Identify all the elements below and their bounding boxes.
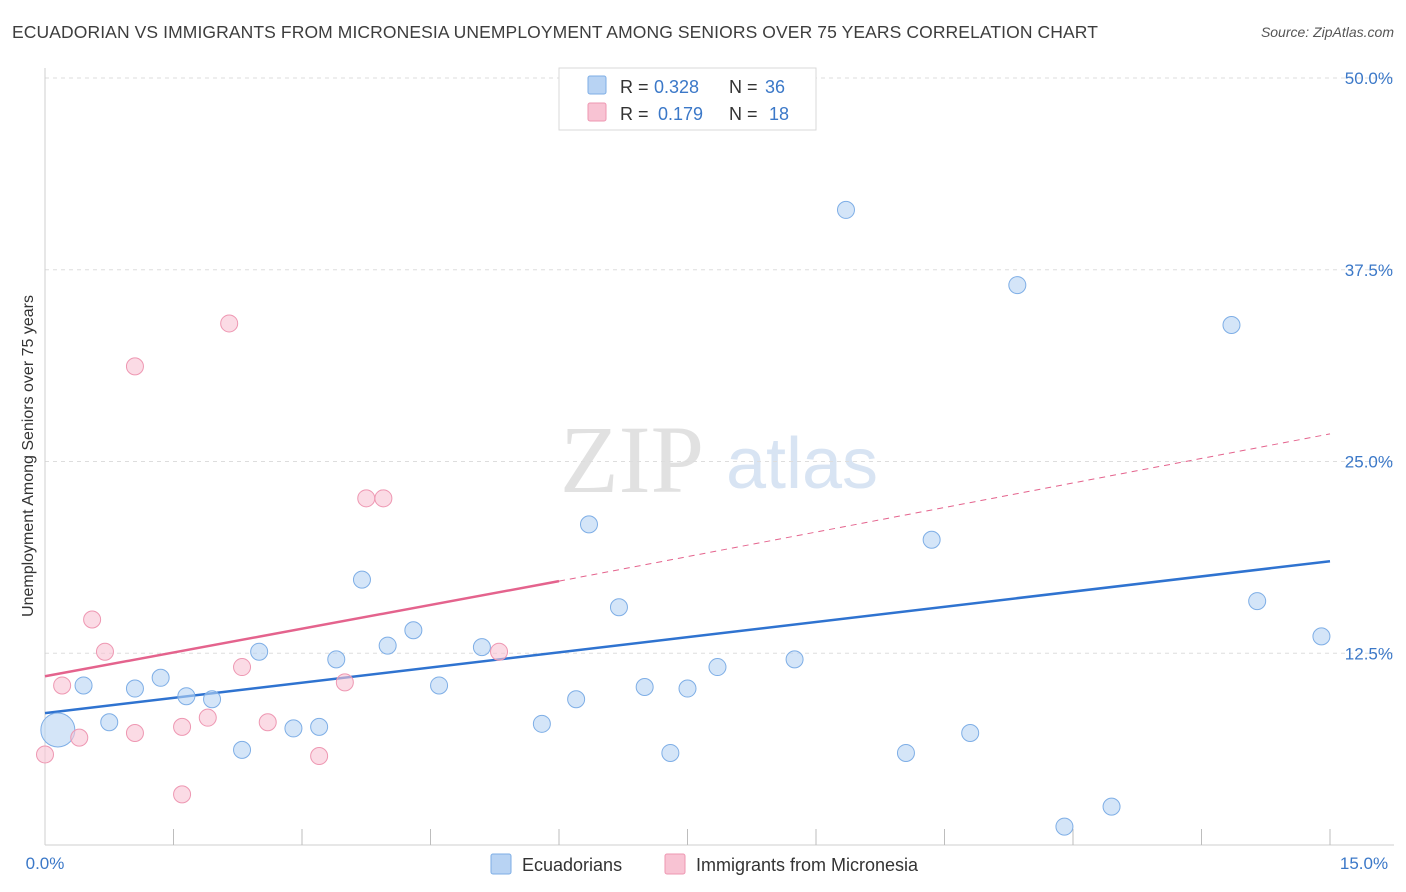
point-blue [1102,797,1121,816]
point-blue [352,570,371,589]
watermark-zip: ZIP [560,406,704,513]
data-points [36,200,1331,836]
x-tick-label-min: 0.0% [26,854,65,873]
point-blue [430,676,449,695]
point-blue [125,679,144,698]
point-pink [125,357,144,376]
point-blue [1248,592,1267,611]
x-tick-labels: 0.0% 15.0% [26,854,1388,873]
grid-lines [45,77,1394,654]
point-blue [233,740,252,759]
legend-r-label-blue: R = [620,77,649,97]
trend-line-pink [44,579,560,678]
point-pink [53,676,72,695]
point-blue [378,636,397,655]
point-pink [125,724,144,743]
watermark-atlas: atlas [726,424,878,504]
bottom-legend-label-ecuadorians: Ecuadorians [522,855,622,875]
point-blue [327,650,346,669]
watermark: ZIP atlas [560,406,878,513]
point-blue [151,668,170,687]
point-blue [100,713,119,732]
legend-swatch-blue [587,75,607,95]
y-tick-label: 50.0% [1345,69,1393,88]
bottom-legend-swatch-ecuadorians [490,853,512,875]
point-pink [233,658,252,677]
legend-swatch-pink [587,102,607,122]
legend-n-value-pink: 18 [769,104,789,124]
point-blue [1008,276,1027,295]
point-pink [357,489,376,508]
bottom-legend: Ecuadorians Immigrants from Micronesia [490,853,919,875]
point-blue [609,598,628,617]
bottom-legend-swatch-micronesia [664,853,686,875]
point-blue [250,642,269,661]
point-blue [896,743,915,762]
chart-title: ECUADORIAN VS IMMIGRANTS FROM MICRONESIA… [12,22,1098,42]
point-blue [284,719,303,738]
point-pink [335,673,354,692]
legend-r-value-pink: 0.179 [658,104,703,124]
y-tick-labels: 12.5% 25.0% 37.5% 50.0% [1345,69,1393,663]
y-axis-title: Unemployment Among Seniors over 75 years [20,295,37,617]
point-pink [374,489,393,508]
point-pink [310,747,329,766]
y-tick-label: 37.5% [1345,261,1393,280]
trend-lines [44,433,1331,715]
point-blue [1312,627,1331,646]
point-blue [961,724,980,743]
legend-n-label-blue: N = [729,77,758,97]
legend-r-value-blue: 0.328 [654,77,699,97]
x-ticks [173,829,1331,845]
point-blue [661,743,680,762]
legend-n-label-pink: N = [729,104,758,124]
legend: R = 0.328 N = 36 R = 0.179 N = 18 [558,67,817,131]
point-blue [74,676,93,695]
trend-line-blue [44,559,1331,715]
point-pink [173,717,192,736]
point-pink [95,642,114,661]
point-pink [83,610,102,629]
point-blue [708,658,727,677]
legend-n-value-blue: 36 [765,77,785,97]
point-blue [922,530,941,549]
point-blue [579,515,598,534]
point-pink [258,713,277,732]
point-blue [567,690,586,709]
point-pink [198,708,217,727]
point-pink [490,642,509,661]
source-label: Source: ZipAtlas.com [1260,24,1394,40]
point-pink [173,785,192,804]
point-pink [70,728,89,747]
y-tick-label: 12.5% [1345,644,1393,663]
legend-r-label-pink: R = [620,104,649,124]
axes [44,68,1394,846]
x-tick-label-max: 15.0% [1340,854,1388,873]
point-blue [203,690,222,709]
bottom-legend-label-micronesia: Immigrants from Micronesia [696,855,919,875]
point-blue [785,650,804,669]
point-blue [472,638,491,657]
point-pink [220,314,239,333]
point-blue [40,712,76,748]
point-blue [1222,315,1241,334]
point-blue [836,200,855,219]
point-blue [1055,817,1074,836]
y-tick-label: 25.0% [1345,453,1393,472]
point-blue [404,621,423,640]
point-blue [310,717,329,736]
trend-extension-pink [558,433,1331,582]
point-blue [532,714,551,733]
point-blue [678,679,697,698]
point-pink [36,745,54,764]
point-blue [177,687,196,706]
point-blue [635,677,654,696]
